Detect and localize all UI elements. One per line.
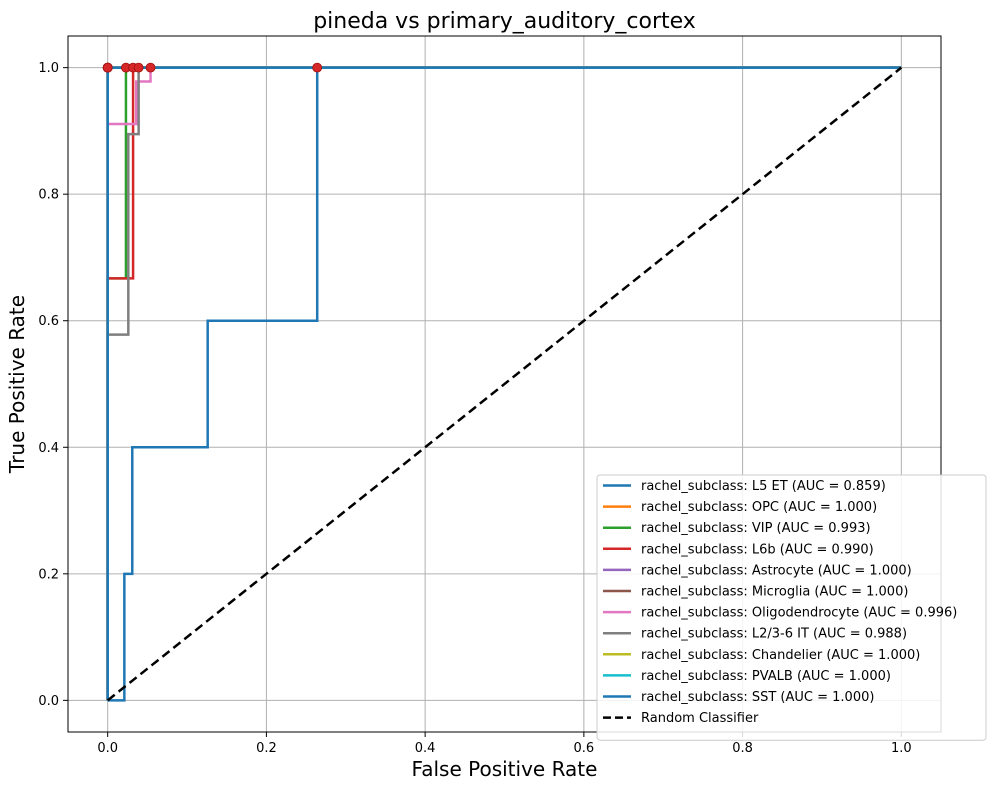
chart-title: pineda vs primary_auditory_cortex bbox=[313, 9, 696, 34]
legend-label-9: rachel_subclass: PVALB (AUC = 1.000) bbox=[641, 669, 891, 684]
threshold-marker-7 bbox=[133, 62, 144, 73]
y-tick-label: 0.4 bbox=[38, 441, 59, 456]
roc-curve-series-0 bbox=[107, 66, 902, 702]
legend-label-4: rachel_subclass: Astrocyte (AUC = 1.000) bbox=[641, 563, 912, 578]
threshold-marker-6 bbox=[145, 62, 156, 73]
threshold-marker-10 bbox=[102, 62, 113, 73]
legend-box bbox=[596, 474, 987, 741]
legend-label-11: Random Classifier bbox=[641, 711, 759, 726]
y-tick-label: 0.2 bbox=[38, 567, 59, 582]
x-tick-label: 0.6 bbox=[574, 741, 595, 756]
y-tick-label: 0.6 bbox=[38, 314, 59, 329]
y-tick-label: 0.0 bbox=[38, 694, 59, 709]
axis-ticks: 0.0 0.2 0.4 0.6 0.8 1.0 0.0 0.2 0.4 0.6 0.8 1.0 bbox=[38, 61, 911, 756]
x-tick-label: 0.4 bbox=[415, 741, 436, 756]
x-tick-label: 1.0 bbox=[891, 741, 912, 756]
y-axis-label: True Positive Rate bbox=[5, 295, 29, 474]
legend-label-6: rachel_subclass: Oligodendrocyte (AUC = … bbox=[641, 606, 957, 621]
legend-label-1: rachel_subclass: OPC (AUC = 1.000) bbox=[641, 500, 877, 515]
legend-label-7: rachel_subclass: L2/3-6 IT (AUC = 0.988) bbox=[641, 627, 907, 642]
threshold-marker-0 bbox=[312, 62, 323, 73]
plot-frame bbox=[67, 35, 942, 733]
x-tick-label: 0.0 bbox=[97, 741, 118, 756]
legend: rachel_subclass: L5 ET (AUC = 0.859) rach… bbox=[596, 474, 987, 741]
y-tick-label: 0.8 bbox=[38, 188, 59, 203]
grid bbox=[68, 36, 941, 732]
legend-label-5: rachel_subclass: Microglia (AUC = 1.000) bbox=[641, 585, 908, 600]
threshold-markers bbox=[102, 62, 323, 73]
legend-label-0: rachel_subclass: L5 ET (AUC = 0.859) bbox=[641, 479, 886, 494]
legend-label-8: rachel_subclass: Chandelier (AUC = 1.000… bbox=[641, 648, 920, 663]
legend-label-10: rachel_subclass: SST (AUC = 1.000) bbox=[641, 690, 874, 705]
random-classifier-line bbox=[106, 66, 903, 702]
x-axis-label: False Positive Rate bbox=[412, 757, 598, 781]
legend-label-3: rachel_subclass: L6b (AUC = 0.990) bbox=[641, 542, 874, 557]
x-tick-label: 0.8 bbox=[732, 741, 753, 756]
y-tick-label: 1.0 bbox=[38, 61, 59, 76]
legend-label-2: rachel_subclass: VIP (AUC = 0.993) bbox=[641, 521, 871, 536]
x-tick-label: 0.2 bbox=[256, 741, 277, 756]
